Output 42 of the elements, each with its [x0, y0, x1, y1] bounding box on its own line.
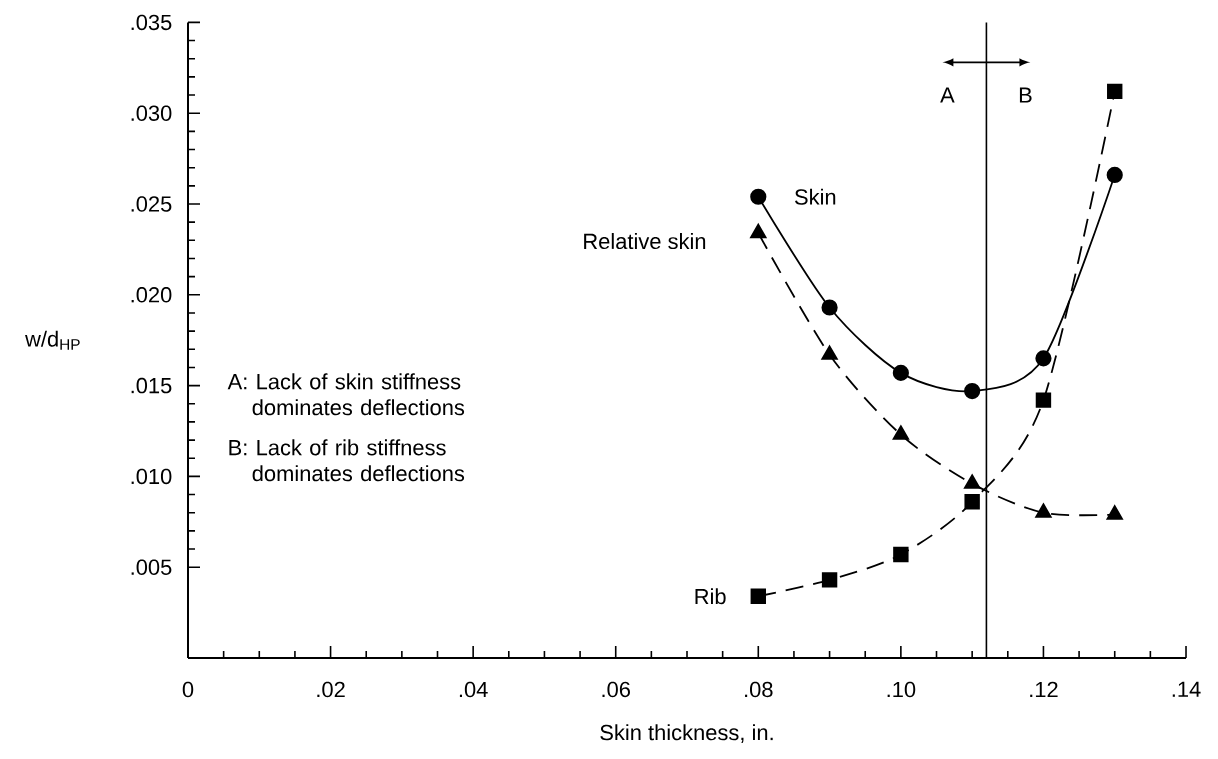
point: [1107, 83, 1123, 100]
point: [821, 572, 838, 588]
point: [821, 345, 838, 360]
series-label: Skin: [795, 188, 836, 205]
point: [893, 546, 909, 563]
point: [750, 588, 766, 604]
point: [964, 494, 980, 510]
point: [1035, 503, 1052, 518]
y-tick-label: .030: [131, 105, 172, 121]
y-tick-label: .020: [131, 287, 172, 303]
annotation: B: Lack of rib stiffness dominates deflections: [229, 439, 465, 482]
x-axis-title: Skin thickness, in.: [600, 724, 773, 743]
point: [750, 188, 767, 205]
point: [1106, 505, 1123, 520]
series-label: Rib: [695, 588, 726, 605]
y-tick-label: .025: [131, 196, 172, 212]
x-tick-label: .02: [317, 681, 345, 698]
point: [1035, 350, 1052, 367]
annotation: A: [940, 87, 955, 103]
annotation: A: Lack of skin stiffness dominates deflections: [227, 373, 465, 416]
point: [963, 474, 981, 489]
point: [964, 382, 981, 400]
annotation: B: [1019, 87, 1032, 103]
x-tick-label: .14: [1172, 681, 1201, 697]
point: [892, 425, 910, 440]
x-tick-label: .06: [602, 681, 630, 698]
point: [892, 364, 909, 381]
y-tick-label: .010: [131, 468, 172, 485]
x-tick-label: .04: [459, 681, 488, 698]
y-tick-label: .015: [131, 377, 172, 394]
x-tick-label: .10: [887, 681, 916, 698]
point: [821, 299, 838, 316]
x-tick-label: .08: [745, 681, 773, 698]
x-tick-label: 0: [182, 681, 194, 698]
point: [1035, 392, 1052, 408]
text: Relative skin: [584, 233, 706, 250]
y-tick-label: .035: [131, 14, 172, 31]
point: [750, 223, 767, 239]
y-axis-title: w/d$_{HP}$: [25, 330, 80, 350]
x-tick-label: .12: [1030, 681, 1058, 698]
y-tick-label: .005: [131, 559, 172, 575]
point: [1106, 166, 1123, 184]
